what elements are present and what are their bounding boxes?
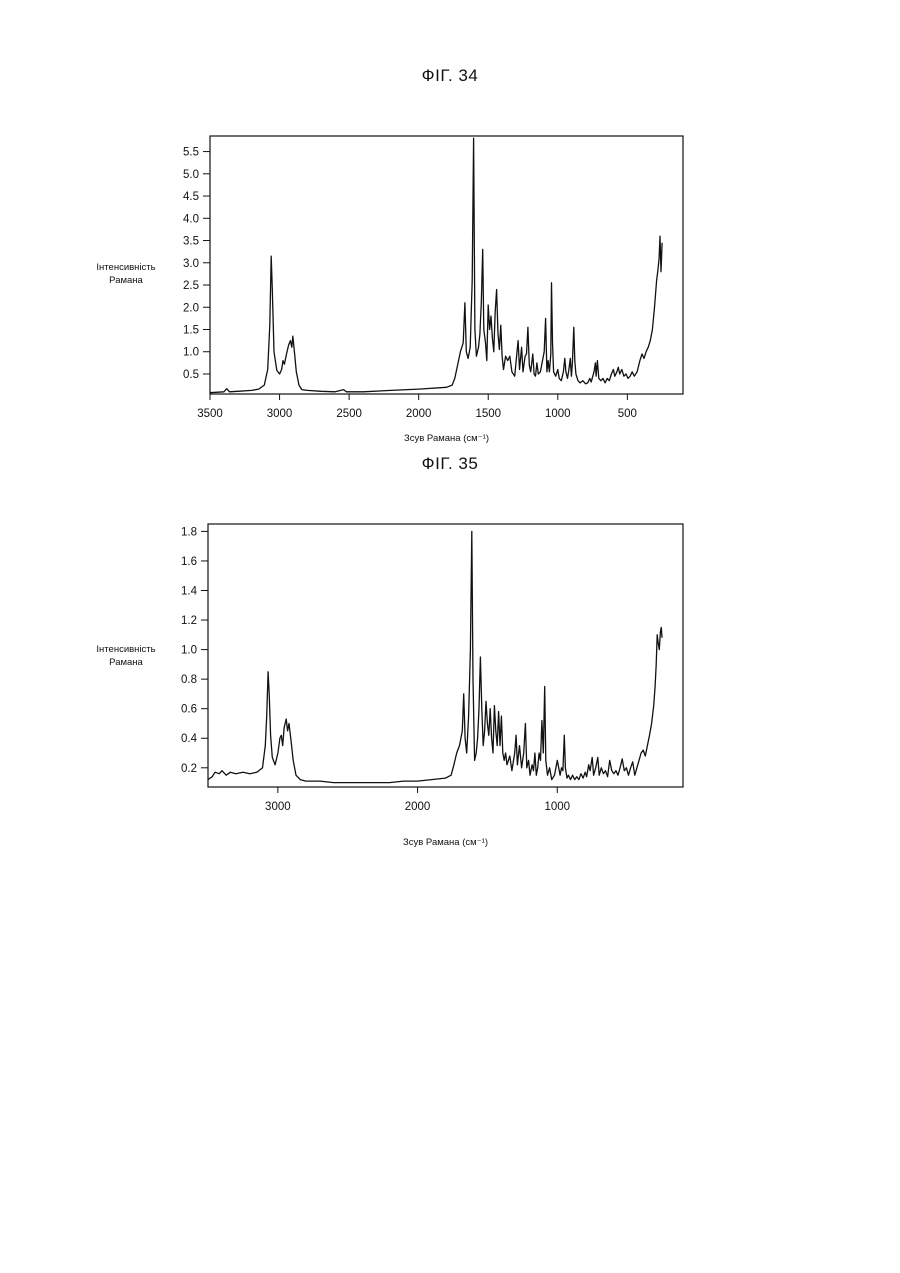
x-tick-label: 1000 — [544, 801, 570, 813]
y-tick-label: 0.4 — [181, 733, 198, 745]
y-tick-label: 0.2 — [181, 763, 197, 775]
y-axis-label: Інтенсивність — [96, 644, 155, 655]
y-tick-label: 1.4 — [181, 585, 198, 597]
y-tick-label: 1.6 — [181, 556, 197, 568]
y-axis-label: Рамана — [109, 657, 143, 668]
y-tick-label: 1.8 — [181, 526, 197, 538]
spectrum-line — [208, 531, 662, 782]
x-tick-label: 2000 — [405, 801, 431, 813]
y-tick-label: 1.2 — [181, 615, 197, 627]
y-tick-label: 0.6 — [181, 704, 197, 716]
y-tick-label: 1.0 — [181, 645, 197, 657]
x-axis-label: Зсув Рамана (см⁻¹) — [403, 837, 488, 848]
y-tick-label: 0.8 — [181, 674, 197, 686]
raman-spectrum-chart-fig35: 0.2 0.4 0.6 0.8 1.0 1.2 1.4 1.6 1.8 3000 2000 1000 І… — [0, 0, 900, 870]
x-tick-label: 3000 — [265, 801, 291, 813]
